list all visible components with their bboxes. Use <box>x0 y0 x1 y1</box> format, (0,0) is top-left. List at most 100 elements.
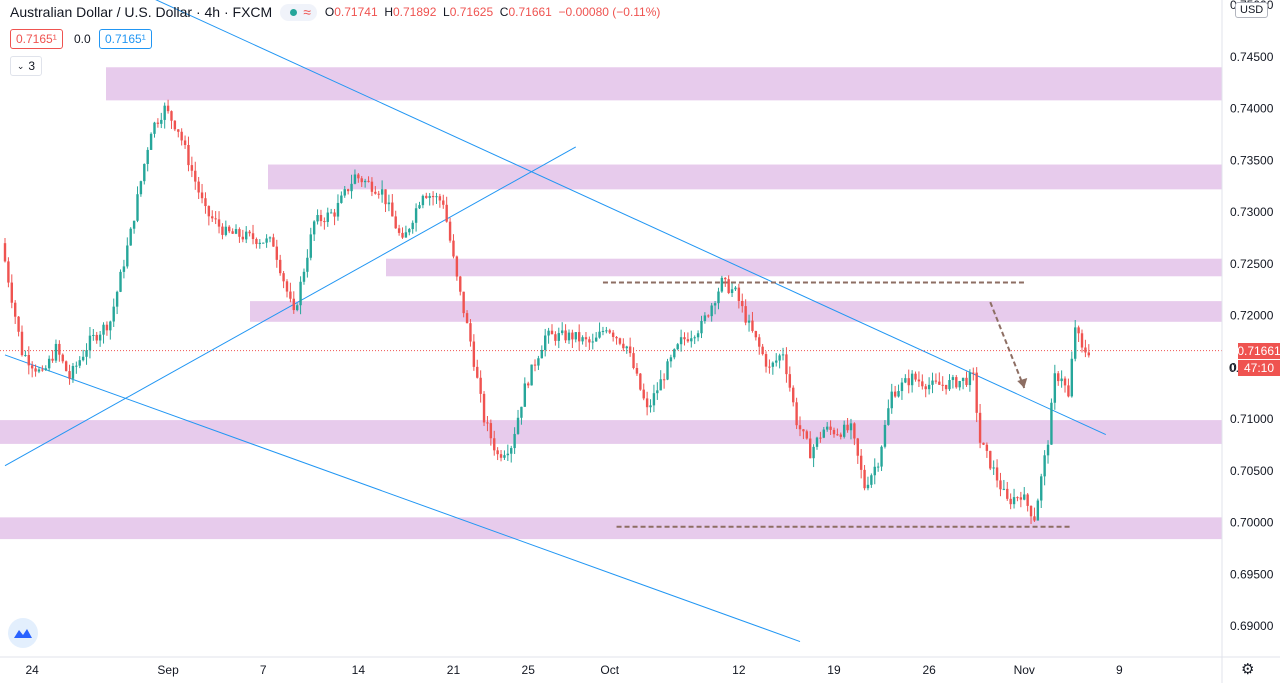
gear-icon[interactable]: ⚙ <box>1241 661 1255 678</box>
time-tick-label: 9 <box>1116 663 1123 677</box>
candle-body <box>119 271 122 292</box>
candle-body <box>394 216 397 229</box>
candle-body <box>1077 327 1080 334</box>
candle-body <box>109 321 112 331</box>
exchange-label: FXCM <box>232 4 273 20</box>
price-tick-label: 0.74000 <box>1230 102 1274 116</box>
candle-body <box>893 391 897 397</box>
currency-button[interactable]: USD <box>1235 2 1269 18</box>
candle-body <box>146 149 149 164</box>
buy-price-button[interactable]: 0.7165¹ <box>99 29 152 49</box>
candle-body <box>214 218 217 220</box>
bar-countdown-label: 47:10 <box>1238 359 1280 376</box>
candle-body <box>312 221 316 235</box>
time-tick-label: 19 <box>827 663 841 677</box>
candle-body <box>7 261 10 283</box>
candle-body <box>224 226 228 235</box>
candle-body <box>129 228 132 246</box>
price-tick-label: 0.69500 <box>1230 567 1274 581</box>
trend-line[interactable] <box>4 146 577 467</box>
ohlc-values: O0.71741 H0.71892 L0.71625 C0.71661 −0.0… <box>324 5 661 19</box>
candle-body <box>136 194 139 221</box>
symbol-name[interactable]: Australian Dollar / U.S. Dollar <box>10 4 193 20</box>
candle-body <box>968 372 972 386</box>
price-zone[interactable] <box>250 301 1222 322</box>
high-value: 0.71892 <box>392 5 437 19</box>
price-zone[interactable] <box>0 420 1222 444</box>
candle-body <box>472 341 476 367</box>
candle-body <box>418 205 421 209</box>
candle-body <box>37 369 41 372</box>
candle-body <box>842 424 846 437</box>
candle-body <box>577 332 581 342</box>
time-tick-label: Nov <box>1014 663 1035 677</box>
projection-arrow-head <box>1017 378 1028 389</box>
candle-body <box>387 202 391 205</box>
candle-body <box>476 366 479 378</box>
candle-body <box>397 228 401 233</box>
candle-body <box>819 437 822 439</box>
tradingview-logo-icon[interactable] <box>8 618 38 648</box>
candle-body <box>825 426 829 430</box>
price-tick-label: 0.73500 <box>1230 153 1274 167</box>
candle-body <box>85 350 88 357</box>
trend-lines <box>0 0 1222 643</box>
candle-body <box>798 425 802 430</box>
candle-body <box>591 341 594 343</box>
candle-body <box>17 316 20 332</box>
candle-body <box>982 442 985 445</box>
candle-body <box>849 423 853 431</box>
trend-line[interactable] <box>5 0 1106 436</box>
candle-body <box>95 334 98 341</box>
candle-body <box>282 273 285 282</box>
candle-body <box>904 378 907 383</box>
interval-label[interactable]: 4h <box>204 4 221 20</box>
candle-body <box>795 402 798 426</box>
candle-body <box>245 231 248 240</box>
projection-arrow-line[interactable] <box>989 301 1026 389</box>
price-zone[interactable] <box>106 67 1222 101</box>
candle-body <box>228 226 231 232</box>
candle-body <box>999 480 1002 490</box>
candle-body <box>506 453 510 456</box>
candle-body <box>632 353 635 369</box>
candle-body <box>951 377 955 381</box>
trend-line[interactable] <box>4 354 801 643</box>
sell-price-button[interactable]: 0.7165¹ <box>10 29 63 49</box>
time-tick-label: 7 <box>260 663 267 677</box>
candle-body <box>278 259 282 274</box>
price-zone[interactable] <box>268 164 1222 190</box>
candle-body <box>594 337 598 342</box>
candle-body <box>200 192 204 199</box>
candle-body <box>1067 385 1070 397</box>
candle-body <box>411 222 414 230</box>
candle-body <box>1070 358 1074 397</box>
candle-body <box>815 437 819 447</box>
price-zone[interactable] <box>0 517 1222 540</box>
candle-body <box>231 231 234 234</box>
candle-body <box>656 390 659 394</box>
candle-body <box>642 389 645 399</box>
time-tick-label: Oct <box>600 663 619 677</box>
candle-body <box>686 339 690 342</box>
indicators-collapse-button[interactable]: ⌄ 3 <box>10 56 42 76</box>
candle-body <box>221 226 224 235</box>
candle-body <box>13 302 17 317</box>
change-value: −0.00080 (−0.11%) <box>558 5 661 19</box>
candle-body <box>251 233 255 240</box>
candle-body <box>139 181 143 195</box>
candle-body <box>44 368 47 370</box>
candle-body <box>523 383 527 407</box>
candle-body <box>581 337 584 342</box>
candle-body <box>713 303 717 306</box>
candle-body <box>105 324 109 331</box>
candle-body <box>479 377 482 394</box>
price-zone[interactable] <box>386 258 1222 277</box>
candle-body <box>438 196 442 201</box>
candle-body <box>513 433 516 449</box>
market-status-pill[interactable]: ≈ <box>280 3 317 21</box>
candle-body <box>730 289 734 294</box>
candle-body <box>34 368 37 372</box>
candle-body <box>452 240 455 257</box>
